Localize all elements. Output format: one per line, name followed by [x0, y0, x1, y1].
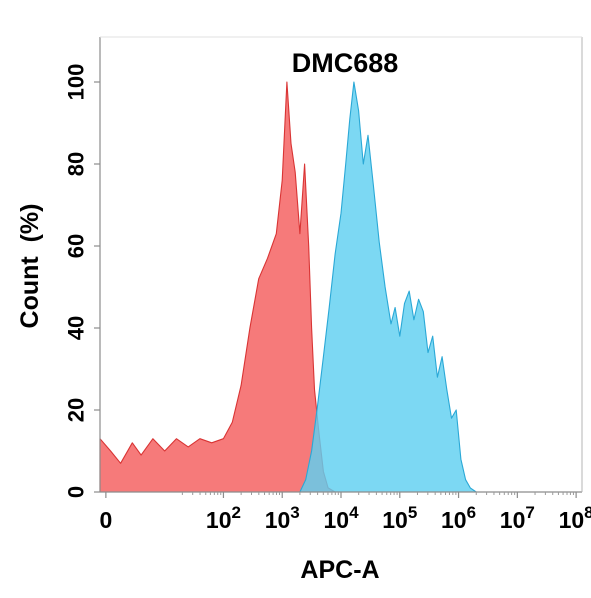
- y-tick-label: 80: [64, 152, 89, 176]
- x-tick-base: 10: [559, 507, 585, 533]
- x-axis-ticks: 0 102 103 104 105 106 107 108: [99, 492, 591, 533]
- x-tick-exponent: 6: [467, 503, 476, 522]
- plot-frame: [99, 36, 583, 493]
- x-tick-base: 10: [265, 507, 291, 533]
- y-axis-label: Count (%): [16, 204, 44, 329]
- y-axis-ticks: 0 20 40 60 80 100: [64, 64, 100, 498]
- x-tick-label: 0: [99, 507, 112, 533]
- x-tick-exponent: 4: [349, 503, 359, 522]
- x-tick-exponent: 8: [584, 503, 591, 522]
- x-tick-label: 105: [382, 503, 417, 533]
- x-tick-exponent: 3: [290, 503, 299, 522]
- series-layer: [99, 81, 477, 493]
- x-tick-base: 0: [99, 507, 112, 533]
- x-tick-label: 106: [441, 503, 476, 533]
- x-tick-label: 108: [559, 503, 591, 533]
- x-tick-label: 102: [206, 503, 241, 533]
- x-axis-label: APC-A: [300, 556, 379, 584]
- y-tick-label: 20: [64, 398, 89, 422]
- x-tick-base: 10: [441, 507, 467, 533]
- x-tick-label: 103: [265, 503, 300, 533]
- x-tick-exponent: 2: [232, 503, 241, 522]
- y-tick-label: 60: [64, 234, 89, 258]
- series-area-1: [99, 81, 336, 493]
- x-tick-base: 10: [206, 507, 232, 533]
- y-tick-label: 40: [64, 316, 89, 340]
- y-tick-label: 100: [64, 64, 89, 101]
- x-tick-label: 104: [323, 503, 359, 533]
- x-tick-base: 10: [382, 507, 408, 533]
- x-tick-exponent: 5: [408, 503, 417, 522]
- y-tick-label: 0: [64, 486, 89, 498]
- x-tick-base: 10: [323, 507, 349, 533]
- x-tick-base: 10: [500, 507, 526, 533]
- chart-title: DMC688: [292, 48, 399, 78]
- x-tick-exponent: 7: [525, 503, 534, 522]
- x-tick-label: 107: [500, 503, 535, 533]
- series-area-2: [299, 81, 477, 493]
